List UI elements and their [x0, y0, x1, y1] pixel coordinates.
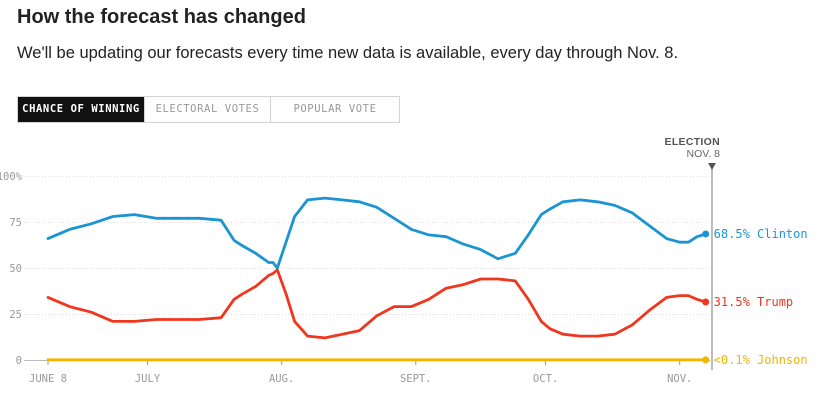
clinton-end-label: 68.5% Clinton: [714, 227, 808, 241]
x-tick-label: NOV.: [667, 373, 692, 385]
tab-chance-of-winning[interactable]: CHANCE OF WINNING: [18, 97, 144, 122]
y-tick-label: 25: [9, 309, 22, 321]
election-marker-label: ELECTION NOV. 8: [665, 136, 720, 160]
x-tick-label: AUG.: [269, 373, 294, 385]
clinton-line: [46, 196, 708, 270]
trump-end-label: 31.5% Trump: [714, 295, 793, 309]
y-tick-label: 50: [9, 263, 22, 275]
page-title: How the forecast has changed: [17, 6, 306, 28]
y-tick-label: 100%: [0, 171, 23, 183]
x-tick-label: SEPT.: [400, 373, 432, 385]
x-tick-label: JULY: [135, 373, 161, 385]
trump-endpoint: [702, 298, 710, 306]
clinton-endpoint: [702, 230, 710, 238]
y-tick-label: 75: [9, 217, 22, 229]
trump-line: [46, 268, 708, 340]
election-date: NOV. 8: [686, 148, 720, 160]
johnson-endpoint: [702, 356, 710, 364]
page-subtitle: We'll be updating our forecasts every ti…: [17, 44, 679, 62]
x-tick-label: JUNE 8: [29, 373, 67, 385]
johnson-end-label: <0.1% Johnson: [714, 353, 808, 367]
tab-popular-vote[interactable]: POPULAR VOTE: [270, 97, 399, 122]
election-arrow-icon: [708, 163, 716, 170]
forecast-tabs: CHANCE OF WINNING ELECTORAL VOTES POPULA…: [17, 96, 400, 123]
x-tick-label: OCT.: [533, 373, 558, 385]
y-tick-label: 0: [16, 355, 22, 367]
election-label: ELECTION: [664, 136, 720, 148]
tab-electoral-votes[interactable]: ELECTORAL VOTES: [144, 97, 270, 122]
